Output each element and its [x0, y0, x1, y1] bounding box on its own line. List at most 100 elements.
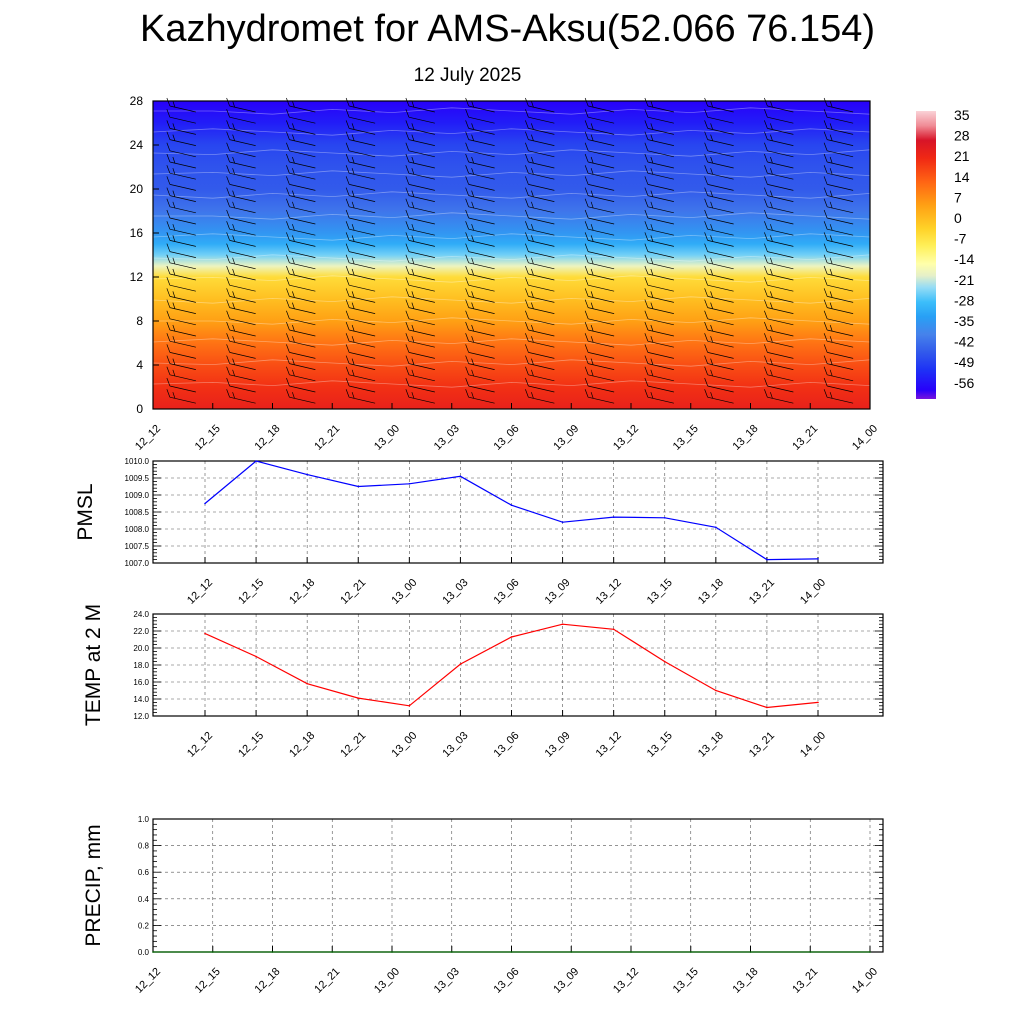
wind-barb-shaft [707, 195, 734, 202]
wind-barb-shaft [349, 105, 376, 113]
wind-barb-flag [644, 221, 649, 230]
y-tick-label: 22.0 [133, 627, 149, 636]
wind-barb-flag [704, 377, 708, 387]
x-tick-label: 13_18 [696, 577, 726, 607]
wind-barb-shaft [349, 184, 376, 191]
wind-barb [345, 254, 376, 270]
x-tick-label: 12_12 [133, 966, 163, 996]
wind-barb [525, 153, 555, 169]
wind-barb-flag [644, 109, 649, 118]
wind-barb [525, 243, 555, 258]
wind-barb [823, 277, 854, 292]
wind-barb-flag [770, 156, 773, 164]
wind-barb [584, 366, 615, 382]
wind-barb-flag [232, 123, 235, 130]
wind-barb-flag [411, 336, 415, 343]
wind-barb-shaft [229, 195, 256, 202]
wind-barb-shaft [289, 150, 316, 158]
wind-barb-flag [345, 131, 350, 140]
wind-barb-shaft [169, 116, 196, 124]
wind-barb-flag [166, 221, 171, 230]
wind-barb-shaft [647, 352, 674, 359]
wind-barb-flag [644, 131, 649, 140]
wind-barb-flag [644, 187, 649, 196]
wind-barb-shaft [468, 161, 495, 169]
wind-barb-flag [823, 198, 828, 207]
wind-barb-flag [823, 310, 828, 319]
wind-barb-flag [286, 131, 290, 140]
wind-barb-shaft [289, 307, 316, 314]
wind-barb-flag [823, 288, 828, 297]
wind-barb-shaft [289, 195, 316, 202]
wind-barb-shaft [647, 139, 674, 146]
wind-barb-flag [525, 165, 529, 174]
wind-barb-shaft [827, 217, 854, 225]
wind-barb [465, 120, 495, 135]
wind-barb-flag [351, 358, 355, 365]
wind-barb [405, 344, 435, 359]
wind-barb-flag [411, 291, 415, 298]
colorbar-label: 21 [954, 148, 970, 164]
wind-barb-shaft [289, 318, 316, 326]
wind-barb-flag [172, 291, 176, 298]
wind-barb [525, 198, 555, 214]
wind-barb [166, 187, 196, 202]
wind-barb-shaft [827, 195, 854, 202]
wind-barb-shaft [767, 296, 794, 303]
precip-point [570, 951, 573, 953]
wind-barb-shaft [707, 240, 734, 247]
wind-barb-shaft [229, 363, 256, 370]
wind-barb-shaft [767, 340, 794, 348]
wind-barb [823, 265, 854, 281]
wind-barb-shaft [647, 318, 674, 326]
wind-barb [764, 389, 794, 404]
wind-barb [764, 176, 794, 191]
wind-barb [584, 109, 615, 124]
wind-barb-flag [584, 97, 589, 107]
wind-barb-flag [531, 134, 534, 141]
wind-barb-flag [226, 198, 230, 207]
wind-barb-flag [710, 358, 713, 365]
wind-barb-flag [823, 165, 828, 174]
wind-barb-flag [525, 277, 529, 286]
wind-barb-flag [345, 377, 350, 387]
isotherm-line [152, 128, 871, 136]
wind-barb-shaft [408, 284, 435, 292]
isotherm-line [152, 275, 871, 283]
wind-barb-flag [704, 344, 708, 353]
wind-barb [525, 355, 555, 370]
wind-barb-flag [465, 131, 469, 140]
wind-barb-flag [823, 209, 828, 219]
wind-barb-shaft [349, 374, 376, 382]
wind-barb-flag [345, 120, 350, 129]
x-tick-label: 13_21 [790, 423, 820, 453]
wind-barb [764, 288, 794, 303]
wind-barb-flag [351, 392, 355, 399]
wind-barb-flag [531, 324, 534, 332]
wind-barb-shaft [528, 273, 555, 281]
wind-barb-flag [525, 366, 529, 375]
wind-barb-shaft [468, 318, 495, 326]
wind-barb-flag [525, 198, 529, 207]
wind-barb-flag [286, 333, 290, 342]
wind-barb-flag [471, 268, 474, 276]
wind-barb-flag [286, 377, 290, 387]
wind-barb [525, 165, 555, 180]
wind-barb-shaft [468, 228, 495, 236]
wind-barb [166, 153, 196, 169]
wind-barb-flag [829, 336, 833, 343]
colorbar-label: 0 [954, 210, 962, 226]
wind-barb-shaft [827, 139, 854, 146]
wind-barb [226, 310, 256, 326]
wind-barb [525, 321, 555, 337]
wind-barb-flag [710, 201, 713, 208]
wind-barb-flag [590, 123, 594, 130]
wind-barb-flag [770, 324, 773, 332]
y-axis-title: TEMP at 2 M [82, 604, 105, 726]
wind-barb [286, 344, 316, 359]
wind-barb-shaft [349, 352, 376, 359]
x-tick-label: 13_09 [551, 966, 581, 996]
y-axis-title: PRECIP, mm [82, 824, 105, 946]
wind-barb-flag [823, 187, 828, 196]
